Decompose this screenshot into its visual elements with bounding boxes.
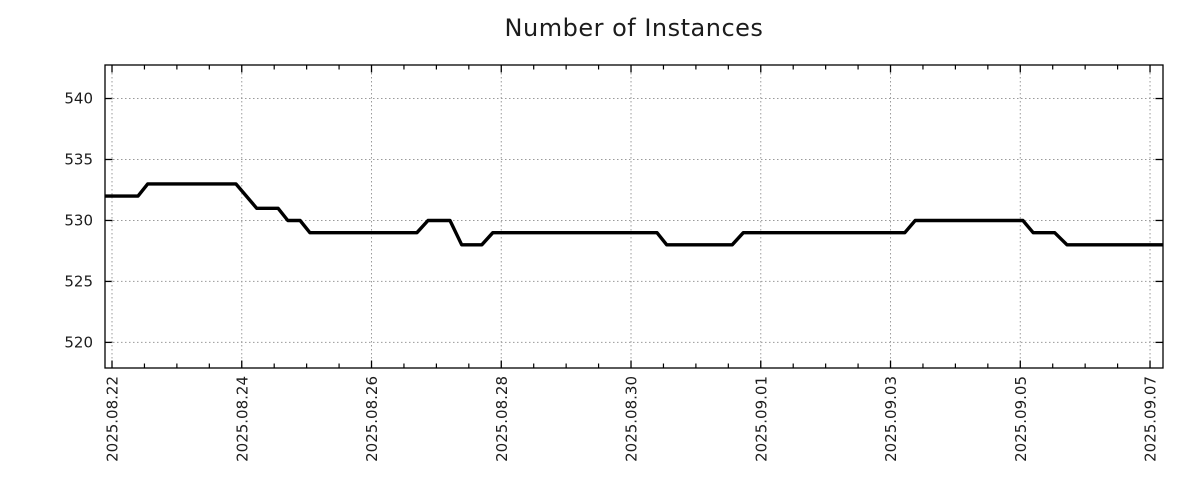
- y-tick-label: 535: [64, 151, 93, 169]
- y-tick-label: 540: [64, 90, 93, 108]
- x-tick-label: 2025.09.01: [752, 376, 770, 462]
- x-tick-label: 2025.08.28: [493, 376, 511, 462]
- x-tick-label: 2025.08.22: [104, 376, 122, 462]
- x-tick-label: 2025.09.03: [882, 376, 900, 462]
- y-tick-label: 525: [64, 273, 93, 291]
- y-tick-label: 530: [64, 212, 93, 230]
- x-tick-label: 2025.08.24: [233, 376, 251, 462]
- x-tick-label: 2025.09.07: [1142, 376, 1160, 462]
- x-tick-label: 2025.08.30: [623, 376, 641, 462]
- x-tick-label: 2025.09.05: [1012, 376, 1030, 462]
- x-tick-label: 2025.08.26: [363, 376, 381, 462]
- plot-frame: [104, 64, 1164, 369]
- chart-title: Number of Instances: [504, 14, 764, 42]
- series-line-instances: [105, 182, 1163, 247]
- y-tick-label: 520: [64, 334, 93, 352]
